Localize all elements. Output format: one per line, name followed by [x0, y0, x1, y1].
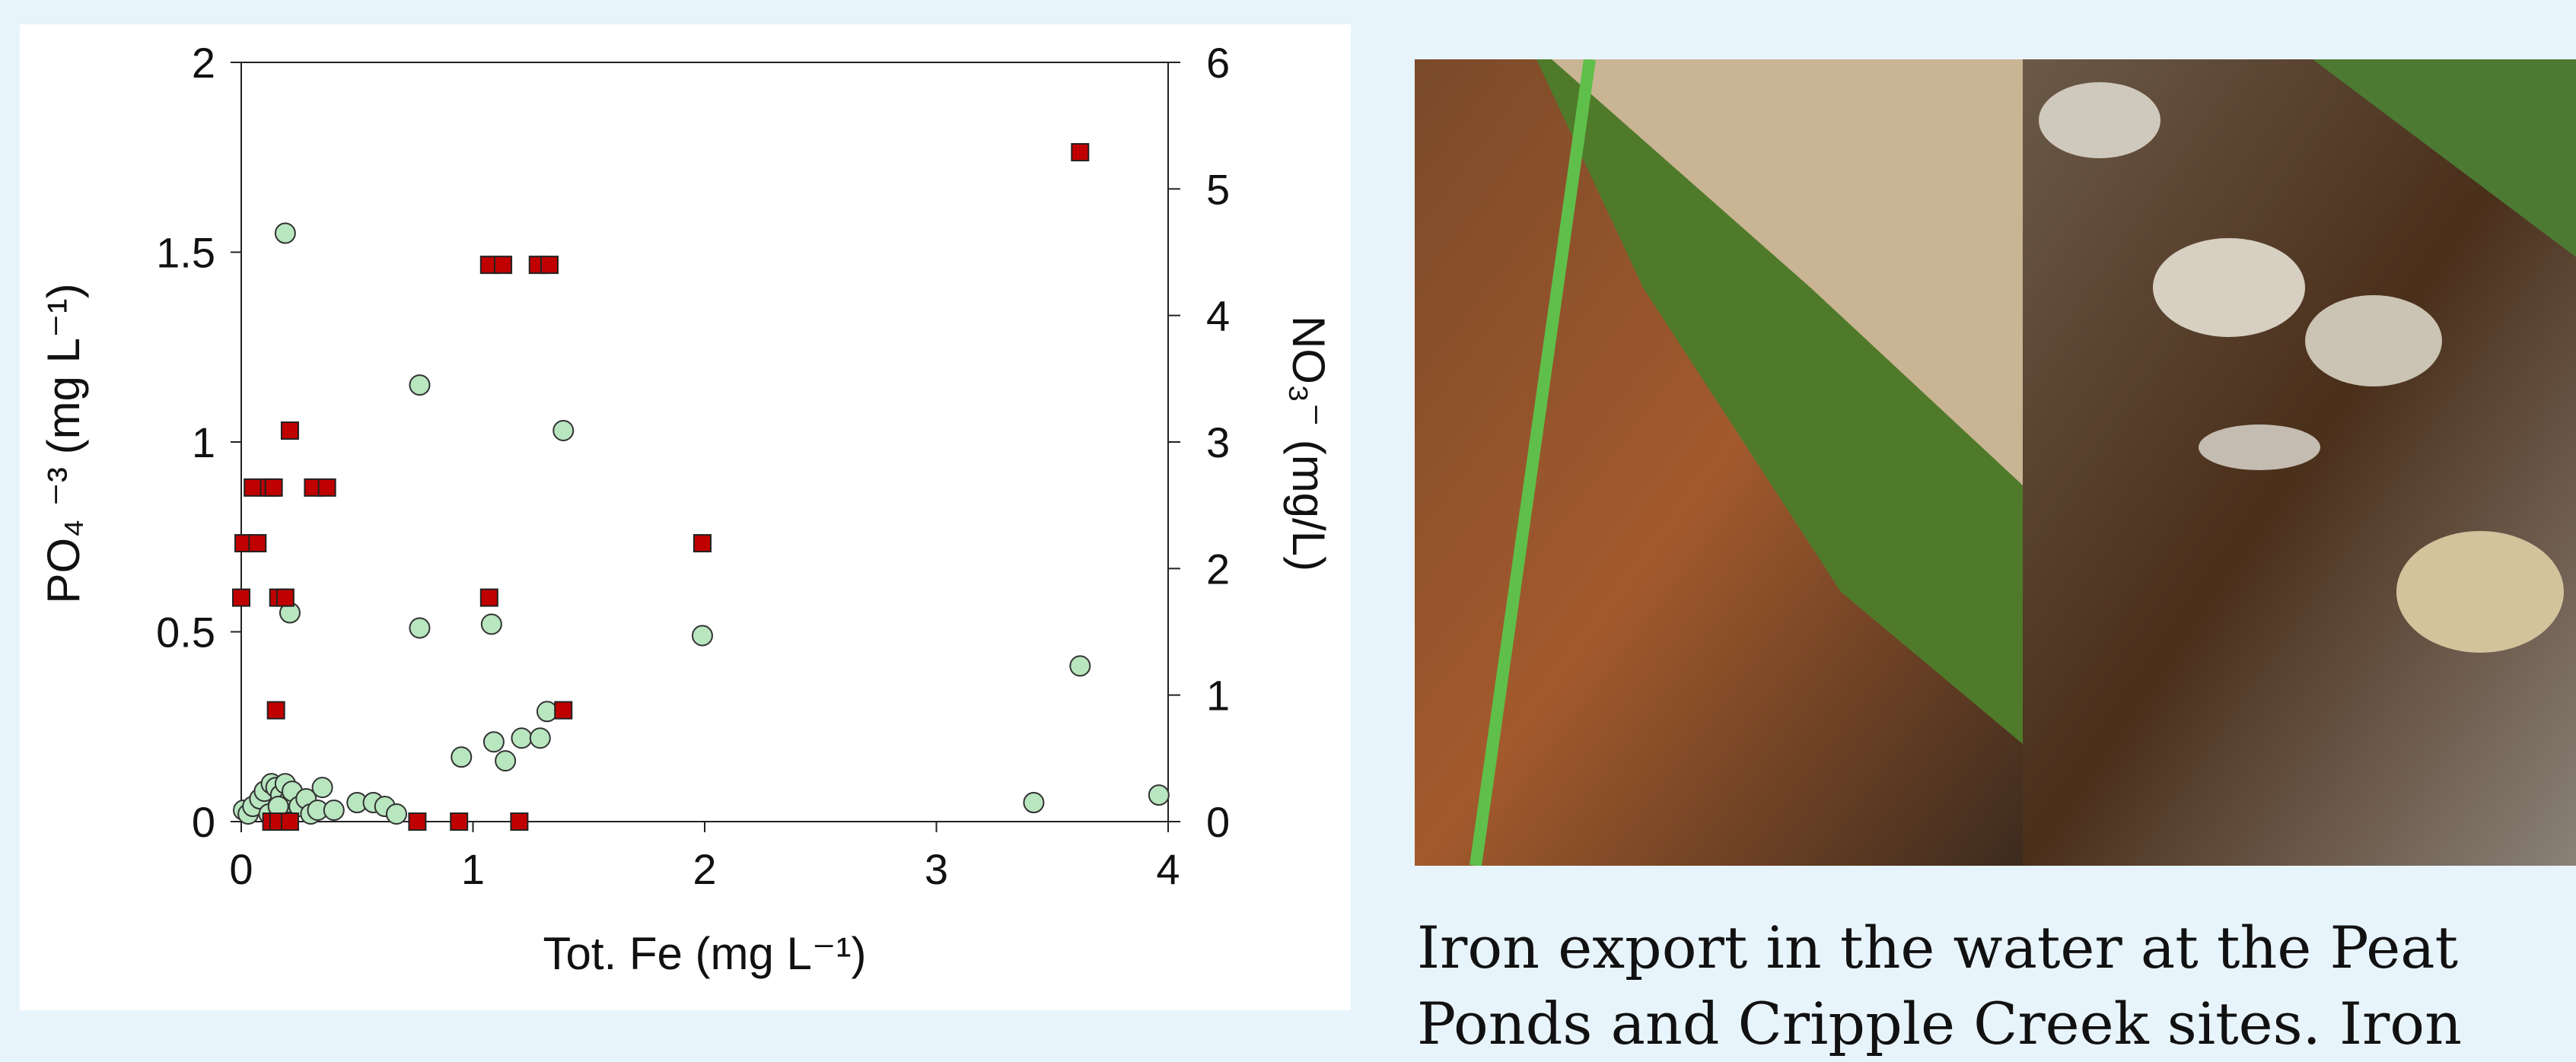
point: [537, 701, 557, 721]
point: [387, 804, 406, 824]
point: [541, 256, 558, 273]
rock: [2396, 531, 2564, 653]
point: [481, 590, 498, 606]
point: [1070, 656, 1090, 676]
x-tick-label: 3: [925, 845, 948, 893]
rock: [2153, 238, 2305, 337]
x-tick-label: 4: [1156, 845, 1180, 893]
point: [313, 777, 333, 797]
point: [555, 702, 572, 719]
point: [266, 479, 282, 496]
point: [511, 728, 531, 748]
point: [409, 618, 429, 638]
point: [495, 256, 511, 273]
y2-axis-label: NO₃⁻ (mg/L): [1283, 316, 1334, 571]
y-tick-label: 1: [192, 418, 215, 466]
y-tick-label: 0: [192, 798, 215, 846]
point: [553, 421, 573, 440]
point: [249, 535, 266, 552]
point: [268, 702, 285, 719]
point: [1024, 793, 1043, 812]
point: [484, 732, 504, 752]
y2-tick-label: 2: [1206, 545, 1230, 593]
rock: [2039, 82, 2160, 158]
point: [409, 375, 429, 395]
rock: [2305, 295, 2442, 386]
point: [482, 615, 502, 634]
point: [1149, 785, 1169, 805]
point: [693, 625, 712, 645]
point: [530, 728, 550, 748]
point: [324, 800, 344, 820]
point: [319, 479, 336, 496]
rock: [2199, 424, 2320, 470]
point: [1071, 144, 1088, 161]
plot-frame: [241, 62, 1168, 822]
y2-tick-label: 0: [1206, 798, 1230, 846]
x-tick-label: 1: [461, 845, 485, 893]
x-tick-label: 0: [229, 845, 253, 893]
point: [233, 590, 250, 606]
y-axis-label: PO₄ ⁻³ (mg L⁻¹): [38, 283, 89, 603]
y2-tick-label: 5: [1206, 165, 1230, 213]
point: [282, 813, 298, 830]
point: [495, 751, 515, 771]
y-tick-label: 1.5: [156, 229, 215, 277]
y-tick-label: 0.5: [156, 609, 215, 657]
y-tick-label: 2: [192, 39, 215, 87]
caption: Iron export in the water at the Peat Pon…: [1417, 910, 2543, 1062]
point: [275, 224, 295, 243]
point: [451, 747, 471, 767]
y2-tick-label: 6: [1206, 39, 1230, 87]
y2-tick-label: 1: [1206, 672, 1230, 720]
page: {"chart_data": {"type": "scatter", "xlab…: [0, 0, 2576, 1010]
point: [282, 422, 298, 439]
point: [451, 813, 467, 830]
x-tick-label: 2: [693, 845, 716, 893]
chart-panel: Tot. Fe (mg L⁻¹) PO₄ ⁻³ (mg L⁻¹) NO₃⁻ (m…: [20, 24, 1351, 1010]
point: [244, 479, 261, 496]
point: [409, 813, 425, 830]
point: [694, 535, 711, 552]
point: [511, 813, 527, 830]
point: [277, 590, 294, 606]
x-axis-label: Tot. Fe (mg L⁻¹): [543, 928, 866, 979]
chart: Tot. Fe (mg L⁻¹) PO₄ ⁻³ (mg L⁻¹) NO₃⁻ (m…: [20, 24, 1351, 1010]
y2-tick-label: 3: [1206, 418, 1230, 466]
photos: [1415, 59, 2576, 866]
y2-tick-label: 4: [1206, 292, 1230, 340]
